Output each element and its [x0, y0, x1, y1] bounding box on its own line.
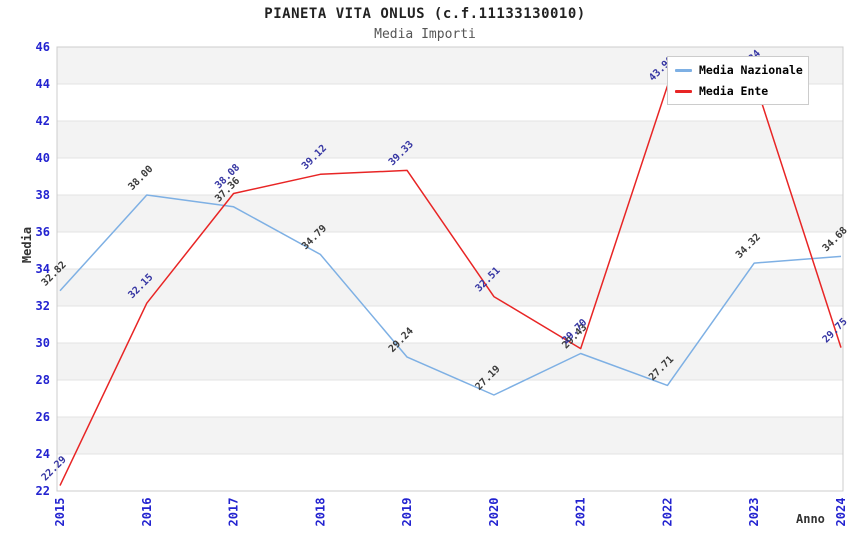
x-tick-label: 2024 — [834, 498, 848, 527]
plot-band — [57, 121, 843, 158]
y-tick-label: 44 — [36, 77, 50, 91]
legend: Media Nazionale Media Ente — [667, 56, 809, 105]
y-tick-label: 24 — [36, 447, 50, 461]
x-tick-label: 2021 — [574, 498, 588, 527]
plot-band — [57, 269, 843, 306]
chart-subtitle: Media Importi — [374, 27, 476, 42]
y-tick-label: 42 — [36, 114, 50, 128]
plot-border — [56, 46, 844, 492]
y-tick-label: 22 — [36, 484, 50, 498]
x-tick-label: 2016 — [140, 498, 154, 527]
x-axis-title: Anno — [796, 512, 825, 526]
y-tick-label: 38 — [36, 188, 50, 202]
series-line-media-nazionale[interactable] — [59, 194, 842, 396]
plot-band — [57, 417, 843, 454]
legend-label: Media Nazionale — [699, 63, 803, 77]
y-tick-label: 36 — [36, 225, 50, 239]
y-tick-label: 30 — [36, 336, 50, 350]
plot-band — [57, 195, 843, 232]
y-tick-label: 46 — [36, 40, 50, 54]
legend-label: Media Ente — [699, 84, 769, 98]
legend-item-media-ente[interactable]: Media Ente — [675, 84, 801, 98]
legend-item-media-nazionale[interactable]: Media Nazionale — [675, 63, 803, 77]
plot-band — [57, 380, 843, 417]
y-tick-label: 26 — [36, 410, 50, 424]
plot-band — [57, 158, 843, 195]
plot-band — [57, 343, 843, 380]
x-tick-label: 2022 — [660, 498, 674, 527]
x-tick-label: 2018 — [313, 498, 327, 527]
y-tick-label: 28 — [36, 373, 50, 387]
plot-band — [57, 232, 843, 269]
y-tick-label: 40 — [36, 151, 50, 165]
y-tick-label: 32 — [36, 299, 50, 313]
y-axis-title: Media — [20, 226, 34, 264]
y-tick-label: 34 — [36, 262, 50, 276]
media-nazionale-line-swatch-icon — [675, 68, 692, 72]
x-tick-label: 2019 — [400, 498, 414, 527]
plot-band — [57, 454, 843, 491]
x-tick-label: 2015 — [53, 498, 67, 527]
plot-band — [57, 306, 843, 343]
x-tick-label: 2020 — [487, 498, 501, 527]
chart-title: PIANETA VITA ONLUS (c.f.11133130010) — [264, 6, 586, 22]
media-ente-line-swatch-icon — [675, 89, 692, 93]
x-tick-label: 2017 — [227, 498, 241, 527]
x-tick-label: 2023 — [747, 498, 761, 527]
